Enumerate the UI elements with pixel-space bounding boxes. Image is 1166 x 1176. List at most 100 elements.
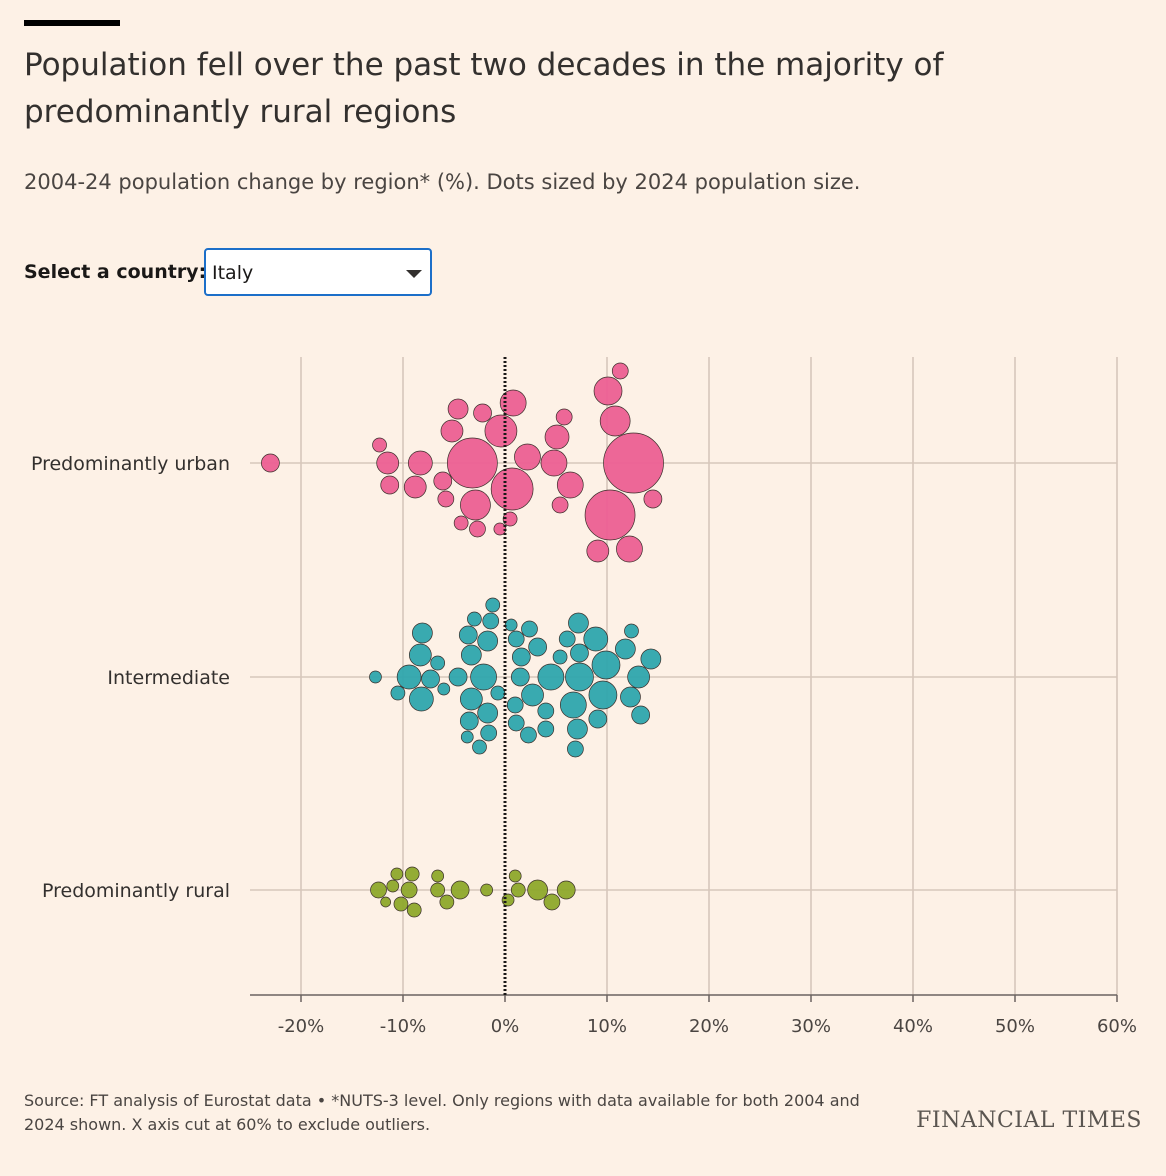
urban-dot <box>556 471 584 499</box>
urban-dot <box>433 471 453 491</box>
rural-dot <box>527 879 548 901</box>
intermediate-dot <box>396 664 422 690</box>
intermediate-dot <box>583 626 609 652</box>
urban-dot <box>643 489 663 509</box>
x-tick-label: 50% <box>995 1016 1035 1037</box>
intermediate-dot <box>537 720 555 738</box>
intermediate-dot <box>477 630 499 652</box>
urban-dot <box>611 362 629 380</box>
intermediate-dot <box>485 597 501 613</box>
x-tick-label: -10% <box>380 1016 427 1037</box>
rural-dot <box>390 867 404 881</box>
rural-dot <box>380 896 392 908</box>
intermediate-dot <box>409 686 434 712</box>
intermediate-dot <box>511 647 531 667</box>
urban-dot <box>473 403 492 423</box>
intermediate-dot <box>408 643 432 667</box>
urban-dot <box>544 424 570 450</box>
urban-dot <box>407 450 433 476</box>
x-tick-label: 10% <box>587 1016 627 1037</box>
intermediate-dot <box>559 691 587 719</box>
intermediate-dot <box>591 650 621 680</box>
intermediate-dot <box>504 618 518 632</box>
urban-dot <box>376 451 400 475</box>
intermediate-dot <box>482 612 500 630</box>
intermediate-dot <box>528 637 547 657</box>
intermediate-dot <box>412 622 433 644</box>
chart-subtitle: 2004-24 population change by region* (%)… <box>24 170 861 194</box>
intermediate-dot <box>565 662 594 692</box>
urban-dot <box>403 475 427 499</box>
intermediate-dot <box>467 611 482 627</box>
intermediate-dot <box>460 644 482 666</box>
urban-dot <box>469 520 486 538</box>
urban-dot <box>502 511 518 527</box>
urban-dot <box>616 535 643 563</box>
urban-dot <box>380 475 400 495</box>
intermediate-dot <box>558 630 576 648</box>
x-tick-label: 20% <box>689 1016 729 1037</box>
urban-dot <box>261 453 280 473</box>
urban-dot <box>484 414 518 448</box>
intermediate-dot <box>588 709 608 729</box>
top-rule <box>24 20 120 26</box>
country-select-label: Select a country: <box>24 261 207 283</box>
intermediate-dot <box>480 724 498 742</box>
rural-dot <box>393 896 409 912</box>
urban-dot <box>584 489 636 541</box>
intermediate-dot <box>570 643 589 663</box>
beeswarm-chart: -20% -10% 0% 10% 20% 30% 40% 50% 60% Predominantl… <box>31 357 1137 1037</box>
intermediate-dot <box>537 702 555 720</box>
rural-dot <box>508 869 522 883</box>
chevron-down-icon <box>406 270 422 278</box>
rural-dot <box>406 902 422 918</box>
intermediate-dot <box>640 648 662 670</box>
intermediate-dot <box>369 670 382 684</box>
intermediate-dot <box>631 705 651 725</box>
urban-dot <box>514 443 541 471</box>
intermediate-dot <box>507 714 525 732</box>
intermediate-dot <box>430 655 446 671</box>
intermediate-dot <box>470 663 497 691</box>
intermediate-dot <box>507 630 525 648</box>
intermediate-dot <box>390 685 406 701</box>
chart-title: Population fell over the past two decade… <box>24 47 944 130</box>
intermediate-dot <box>567 740 584 758</box>
urban-dot <box>599 405 631 437</box>
rural-dot <box>404 866 420 882</box>
urban-dot <box>586 539 610 563</box>
intermediate-dot <box>448 667 468 687</box>
intermediate-dot <box>521 620 538 638</box>
country-select-value: Italy <box>212 262 254 284</box>
rural-dot <box>543 893 561 911</box>
intermediate-dot <box>568 612 589 634</box>
intermediate-dot <box>510 667 530 687</box>
urban-dot <box>460 489 491 521</box>
intermediate-dot <box>537 663 565 691</box>
intermediate-dot <box>472 739 487 755</box>
rural-dot <box>439 894 455 910</box>
x-tick-label: 60% <box>1097 1016 1137 1037</box>
intermediate-dot <box>459 687 483 711</box>
urban-dot <box>555 408 573 426</box>
x-tick-label: -20% <box>278 1016 325 1037</box>
country-select[interactable]: Italy <box>204 248 432 296</box>
category-label: Intermediate <box>107 667 230 689</box>
intermediate-dot <box>421 669 440 689</box>
intermediate-dot <box>624 623 639 639</box>
category-label: Predominantly rural <box>42 880 230 902</box>
intermediate-dot <box>588 680 618 710</box>
intermediate-dot <box>552 649 568 665</box>
rural-dot <box>370 881 387 899</box>
intermediate-dot <box>458 625 478 645</box>
intermediate-dot <box>459 711 479 731</box>
x-tick-label: 0% <box>491 1016 520 1037</box>
intermediate-dot <box>615 638 636 660</box>
rural-dot <box>510 882 526 898</box>
urban-dot <box>551 496 569 514</box>
intermediate-dot <box>437 682 451 696</box>
urban-dot <box>447 398 469 420</box>
rural-dot <box>430 882 446 898</box>
rural-dot <box>431 869 445 883</box>
urban-dot <box>603 432 664 494</box>
